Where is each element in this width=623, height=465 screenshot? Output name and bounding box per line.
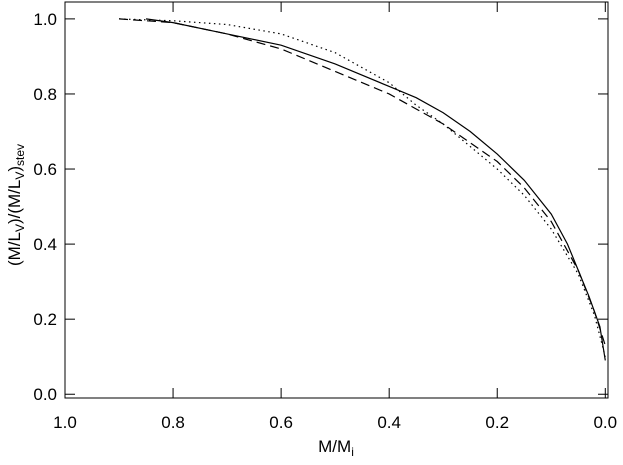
x-tick-label: 0.0 [593,413,617,432]
y-label-sub: stev [13,144,27,166]
series-line [119,18,606,357]
y-tick-label: 0.8 [33,85,57,104]
x-tick-label: 0.6 [269,413,293,432]
x-tick-label: 1.0 [53,413,77,432]
x-tick-label: 0.8 [161,413,185,432]
y-tick-label: 0.4 [33,235,57,254]
y-tick-label: 1.0 [33,10,57,29]
y-tick-label: 0.0 [33,385,57,404]
y-tick-label: 0.2 [33,310,57,329]
y-tick-label: 0.6 [33,160,57,179]
x-tick-label: 0.2 [485,413,509,432]
x-label-sub: i [351,445,354,459]
y-label-part: ) [5,166,24,172]
y-axis-label: (M/LV)/(M/LV)stev [5,144,27,266]
y-label-sub: V [13,172,27,180]
x-axis-label: M/Mi [318,437,354,459]
x-tick-label: 0.4 [377,413,401,432]
x-label-part: M/M [318,437,351,456]
series-line [145,18,606,361]
y-label-part: (M/L [5,232,24,266]
y-label-part: )/(M/L [5,180,24,224]
plot-frame [64,1,609,399]
y-label-sub: V [13,224,27,232]
